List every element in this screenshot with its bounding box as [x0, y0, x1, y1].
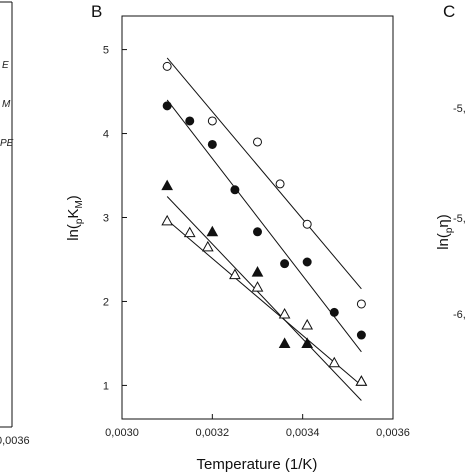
x-axis-ticks: 0,0030 0,0032 0,0034 0,0036 — [105, 414, 410, 439]
fit-line-open-circle — [166, 57, 362, 290]
left-x-tick-label: 0,0036 — [0, 435, 30, 447]
y-axis-title: ln(pKM) — [65, 195, 85, 241]
left-panel-fragment: E M PE 0,0036 — [0, 1, 30, 447]
fit-lines — [166, 57, 362, 401]
y-tick-label: 4 — [103, 129, 109, 141]
data-point-open-circle — [356, 299, 366, 309]
data-point-open-triangle — [278, 308, 291, 319]
data-point-open-triangle — [328, 356, 341, 368]
x-tick-label: 0,0032 — [196, 427, 230, 439]
data-point-open-circle — [162, 61, 172, 71]
data-point-filled-triangle — [161, 179, 174, 191]
data-point-open-triangle — [355, 375, 368, 386]
panel-letter-b: B — [91, 2, 102, 21]
data-point-open-triangle — [201, 240, 214, 252]
data-point-filled-triangle — [251, 266, 264, 277]
data-point-open-triangle — [161, 214, 174, 226]
data-point-filled-triangle — [278, 337, 291, 348]
data-point-filled-circle — [185, 116, 195, 126]
data-point-open-circle — [275, 179, 285, 189]
x-tick-label: 0,0034 — [286, 427, 320, 439]
left-legend-label-1: E — [2, 60, 9, 71]
y-axis-ticks: 1 2 3 4 5 — [103, 45, 127, 392]
data-point-open-triangle — [301, 318, 314, 330]
plot-area: 0,0030 0,0032 0,0034 0,0036 1 2 3 4 5 — [103, 15, 410, 439]
left-legend-label-2: M — [2, 99, 11, 110]
data-point-filled-circle — [356, 330, 366, 340]
data-markers — [161, 61, 368, 386]
fit-line-open-triangle — [166, 219, 362, 386]
left-legend-label-3: PE — [0, 138, 14, 149]
data-point-filled-circle — [302, 257, 312, 267]
data-point-open-circle — [302, 219, 312, 229]
data-point-open-circle — [253, 137, 262, 147]
data-point-filled-circle — [207, 139, 217, 149]
right-y-tick-label-1: -5, — [453, 103, 466, 115]
x-tick-label: 0,0036 — [376, 427, 410, 439]
data-point-filled-triangle — [206, 225, 219, 237]
data-point-filled-circle — [230, 185, 240, 195]
y-tick-label: 2 — [103, 296, 109, 308]
data-point-open-triangle — [251, 281, 264, 292]
data-point-filled-circle — [329, 307, 339, 317]
panel-letter-c: C — [443, 2, 455, 21]
x-tick-label: 0,0030 — [105, 427, 139, 439]
fit-line-filled-triangle — [166, 196, 362, 401]
y-tick-label: 3 — [103, 213, 109, 225]
data-point-filled-circle — [162, 101, 172, 111]
data-point-open-circle — [207, 116, 217, 126]
right-panel-fragment: C -5, -5, -6, ln(pη) — [435, 2, 466, 321]
data-point-open-triangle — [183, 226, 196, 238]
right-y-tick-label-2: -5, — [453, 213, 466, 225]
data-point-open-triangle — [229, 268, 241, 280]
data-point-filled-circle — [280, 259, 290, 269]
right-y-tick-label-3: -6, — [453, 309, 466, 321]
y-tick-label: 1 — [103, 380, 109, 392]
data-point-filled-circle — [253, 227, 262, 237]
data-point-filled-triangle — [301, 337, 314, 348]
right-y-axis-title: ln(pη) — [435, 214, 455, 250]
y-tick-label: 5 — [103, 45, 109, 57]
x-axis-title: Temperature (1/K) — [197, 456, 318, 473]
fit-line-filled-circle — [166, 99, 362, 353]
